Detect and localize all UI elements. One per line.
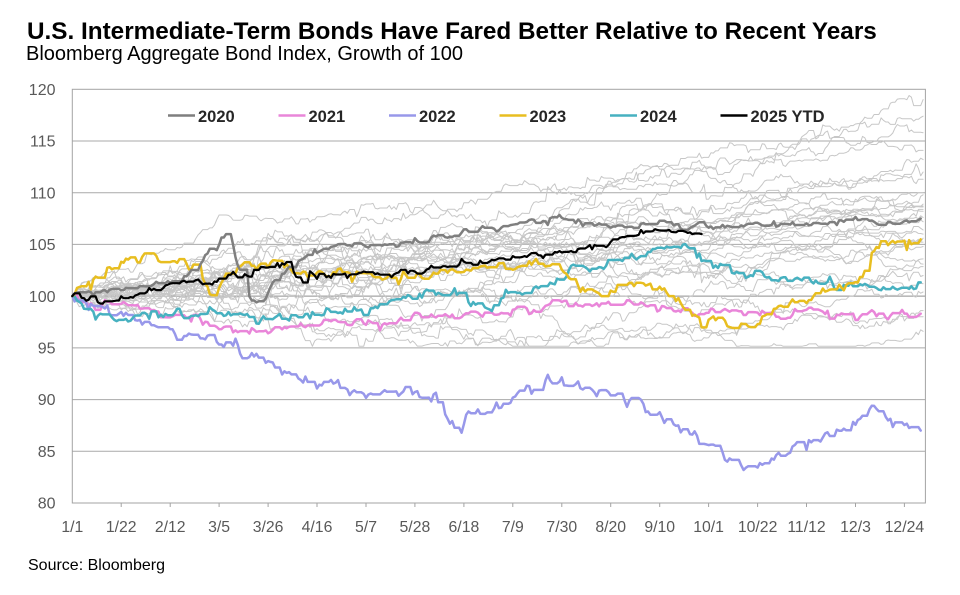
svg-text:2024: 2024 xyxy=(640,108,678,126)
svg-text:95: 95 xyxy=(38,341,56,358)
svg-text:9/10: 9/10 xyxy=(644,519,675,536)
svg-text:12/24: 12/24 xyxy=(885,519,925,536)
svg-text:7/30: 7/30 xyxy=(546,519,577,536)
svg-text:2025 YTD: 2025 YTD xyxy=(751,108,825,126)
svg-text:6/18: 6/18 xyxy=(449,519,480,536)
svg-text:5/7: 5/7 xyxy=(355,519,377,536)
svg-text:10/22: 10/22 xyxy=(738,519,778,536)
svg-text:1/1: 1/1 xyxy=(61,519,83,536)
svg-text:2021: 2021 xyxy=(309,108,346,126)
svg-text:11/12: 11/12 xyxy=(787,519,825,536)
svg-text:105: 105 xyxy=(29,237,56,254)
svg-text:3/5: 3/5 xyxy=(208,519,230,536)
svg-text:115: 115 xyxy=(30,134,56,151)
svg-text:4/16: 4/16 xyxy=(302,519,333,536)
svg-text:90: 90 xyxy=(38,392,56,409)
svg-text:3/26: 3/26 xyxy=(253,519,284,536)
svg-text:5/28: 5/28 xyxy=(400,519,431,536)
svg-text:120: 120 xyxy=(29,82,56,99)
svg-text:2020: 2020 xyxy=(198,108,235,126)
svg-text:80: 80 xyxy=(38,496,56,513)
svg-text:2/12: 2/12 xyxy=(155,519,186,536)
svg-text:8/20: 8/20 xyxy=(595,519,626,536)
svg-text:110: 110 xyxy=(30,185,56,202)
svg-text:100: 100 xyxy=(29,289,56,306)
svg-text:12/3: 12/3 xyxy=(840,519,871,536)
svg-text:10/1: 10/1 xyxy=(693,519,724,536)
svg-text:2022: 2022 xyxy=(419,108,456,126)
svg-text:7/9: 7/9 xyxy=(502,519,524,536)
svg-text:2023: 2023 xyxy=(530,108,567,126)
svg-text:85: 85 xyxy=(38,444,56,461)
svg-text:1/22: 1/22 xyxy=(106,519,137,536)
